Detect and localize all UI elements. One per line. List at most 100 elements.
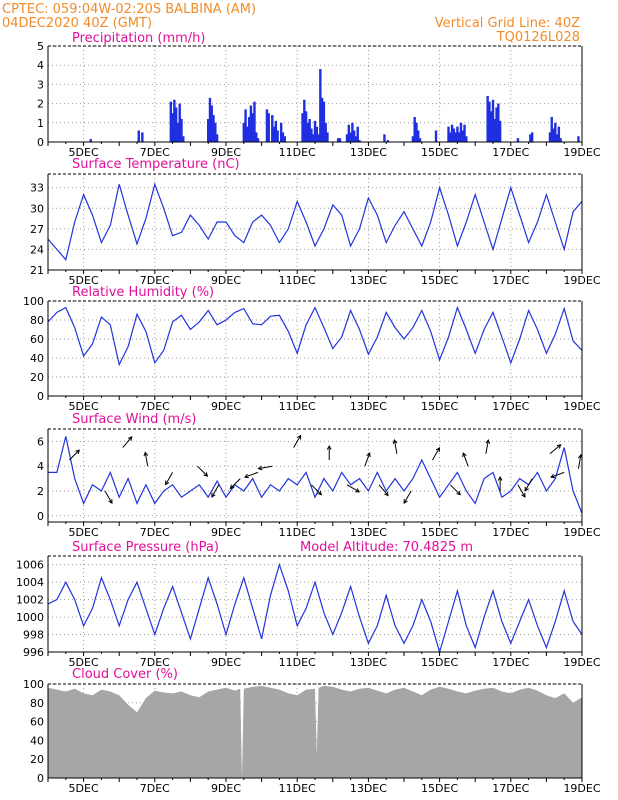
wind-arrow-shaft [449, 484, 461, 496]
precip-bar [530, 132, 534, 142]
wind-arrow-head [143, 451, 149, 457]
y-tick-label: 1000 [16, 611, 44, 624]
x-tick-label: 17DEC [492, 656, 529, 669]
precip-bar [180, 118, 183, 142]
x-tick-label: 7DEC [140, 526, 170, 539]
wind-arrow-head [403, 499, 408, 505]
series-line [47, 305, 583, 367]
x-tick-label: 5DEC [69, 400, 99, 413]
precip-bar [454, 132, 457, 142]
precip-bar [283, 136, 286, 142]
wind-arrow-head [108, 499, 113, 505]
y-tick-label: 100 [23, 295, 44, 308]
precip-bar [246, 126, 249, 142]
precip-bar [207, 118, 210, 142]
wind-arrow [104, 490, 113, 505]
y-tick-label: 24 [30, 243, 44, 256]
precip-bar [450, 124, 454, 142]
y-tick-label: 60 [30, 716, 44, 729]
wind-arrow-shaft [432, 447, 440, 461]
precip-bar [463, 124, 466, 142]
precip-bar [493, 118, 496, 142]
temperature-panel: Surface Temperature (nC) 21 24 27 30 33 5DEC 7… [30, 157, 601, 287]
precip-bar [169, 101, 173, 142]
wind-arrow-head [229, 484, 235, 490]
wind-arrow-shaft [144, 452, 149, 467]
precip-bar [301, 113, 304, 142]
wind-arrow [403, 490, 412, 505]
series-line [47, 182, 583, 261]
x-tick-label: 19DEC [563, 526, 600, 539]
precip-bar [265, 109, 269, 142]
y-tick-label: 40 [30, 734, 44, 747]
precip-bar [317, 134, 320, 142]
precip-bar [212, 115, 215, 142]
wind-arrow-head [326, 444, 332, 450]
wind-arrow-head [556, 444, 562, 449]
y-tick-label: 20 [30, 753, 44, 766]
wind-arrow-shaft [403, 490, 412, 504]
x-tick-label: 17DEC [492, 146, 529, 159]
precip-bar [324, 122, 327, 142]
y-tick-label: 80 [30, 697, 44, 710]
wind-arrow-shaft [258, 465, 273, 470]
wind-arrow-head [127, 436, 133, 441]
precip-bar [312, 134, 315, 142]
x-tick-label: 5DEC [69, 656, 99, 669]
precip-bar [249, 105, 253, 142]
precip-bar [141, 132, 144, 142]
x-tick-label: 7DEC [140, 274, 170, 287]
precip-bar [281, 132, 285, 142]
y-tick-label: 30 [30, 202, 44, 215]
precip-bar [552, 128, 555, 142]
wind-arrow-head [165, 480, 170, 486]
wind-arrow-shaft [524, 478, 533, 491]
header-grid-note: Vertical Grid Line: 40Z [435, 16, 580, 31]
wind-arrow-shaft [393, 439, 398, 454]
wind-arrow-shaft [122, 436, 133, 448]
wind-arrow-shaft [549, 444, 562, 455]
x-tick-label: 15DEC [421, 274, 458, 287]
y-tick-label: 996 [23, 646, 44, 659]
wind-arrow-shaft [165, 472, 174, 485]
precip-bar [304, 111, 308, 142]
precip-bar [345, 134, 349, 142]
precip-bar [349, 132, 352, 142]
wind-arrow-shaft [346, 484, 360, 493]
series-line [48, 436, 583, 514]
wind-arrow-head [456, 490, 461, 496]
wind-arrow-head [75, 449, 80, 455]
precip-bar [449, 132, 452, 142]
precip-bar [554, 122, 557, 142]
x-tick-label: 11DEC [279, 146, 316, 159]
wind-arrow-shaft [311, 484, 322, 496]
y-tick-label: 0 [37, 510, 44, 523]
precip-bar [491, 99, 495, 142]
wind-arrow-shaft [517, 484, 526, 498]
wind-arrow-shaft [211, 484, 220, 498]
y-tick-label: 2 [37, 485, 44, 498]
precip-bar [208, 97, 212, 142]
wind-arrow-shaft [364, 452, 371, 467]
x-tick-label: 17DEC [492, 274, 529, 287]
precip-bar [251, 113, 254, 142]
x-tick-label: 19DEC [563, 782, 600, 795]
y-tick-label: 1004 [16, 576, 44, 589]
wind-title: Surface Wind (m/s) [72, 412, 196, 427]
x-tick-label: 13DEC [350, 782, 387, 795]
precip-bar [247, 117, 251, 142]
precip-bar [338, 138, 342, 142]
precip-bar [461, 130, 464, 142]
y-tick-label: 1006 [16, 559, 44, 572]
y-tick-label: 33 [30, 182, 44, 195]
precip-bar [457, 132, 461, 142]
precip-bar [319, 69, 322, 142]
precip-bar [89, 139, 92, 142]
wind-arrow [517, 484, 526, 498]
x-tick-label: 11DEC [279, 782, 316, 795]
x-tick-label: 15DEC [421, 526, 458, 539]
precip-bar [173, 99, 176, 142]
wind-arrow [326, 444, 332, 460]
y-tick-label: 0 [37, 390, 44, 403]
